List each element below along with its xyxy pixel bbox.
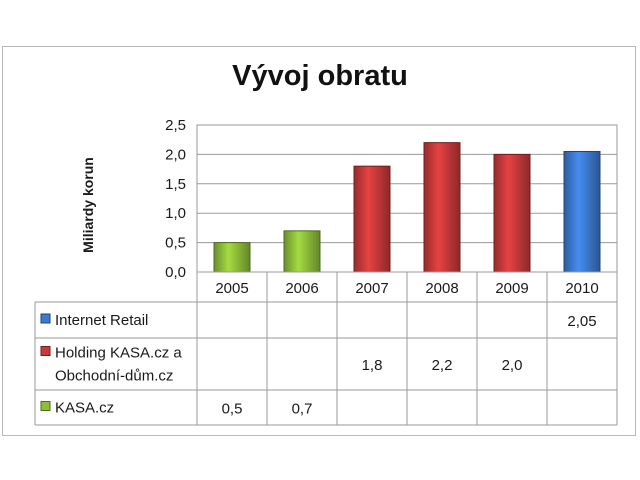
x-tick-label: 2008: [425, 280, 458, 297]
data-label: 2,2: [432, 357, 453, 374]
data-label: 0,7: [292, 401, 313, 418]
y-tick-label: 1,5: [165, 176, 186, 193]
x-tick-label: 2010: [565, 280, 598, 297]
legend-label: Internet Retail: [55, 312, 148, 329]
bar-2005: [213, 242, 251, 273]
x-tick-label: 2007: [355, 280, 388, 297]
chart-title: Vývoj obratu: [232, 60, 408, 92]
legend-label: Obchodní-dům.cz: [55, 368, 173, 385]
bars: [213, 142, 601, 273]
bar-2009: [493, 153, 531, 273]
y-tick-label: 0,0: [165, 264, 186, 281]
y-tick-label: 1,0: [165, 205, 186, 222]
y-tick-label: 0,5: [165, 235, 186, 252]
data-label: 2,0: [502, 357, 523, 374]
x-tick-label: 2005: [215, 280, 248, 297]
data-label: 0,5: [222, 401, 243, 418]
x-tick-label: 2009: [495, 280, 528, 297]
gridlines: [196, 124, 618, 273]
data-label: 2,05: [567, 313, 596, 330]
bar-2008: [423, 142, 461, 273]
legend-key: [40, 313, 51, 324]
legend-label: Holding KASA.cz a: [55, 345, 182, 362]
legend-key: [40, 346, 51, 356]
plot-area: [196, 124, 618, 273]
y-tick-label: 2,5: [165, 117, 186, 134]
legend-label: KASA.cz: [55, 400, 114, 417]
bar-2010: [563, 150, 601, 273]
y-tick-labels: 0,0 0,5 1,0 1,5 2,0 2,5: [165, 117, 186, 281]
data-table: 2005 2006 2007 2008 2009 2010 Internet Retail 2…: [34, 271, 618, 426]
data-label: 1,8: [362, 357, 383, 374]
bar-2007: [353, 165, 391, 273]
bar-2006: [283, 230, 321, 273]
y-tick-label: 2,0: [165, 146, 186, 163]
legend-key: [40, 401, 51, 411]
x-tick-label: 2006: [285, 280, 318, 297]
